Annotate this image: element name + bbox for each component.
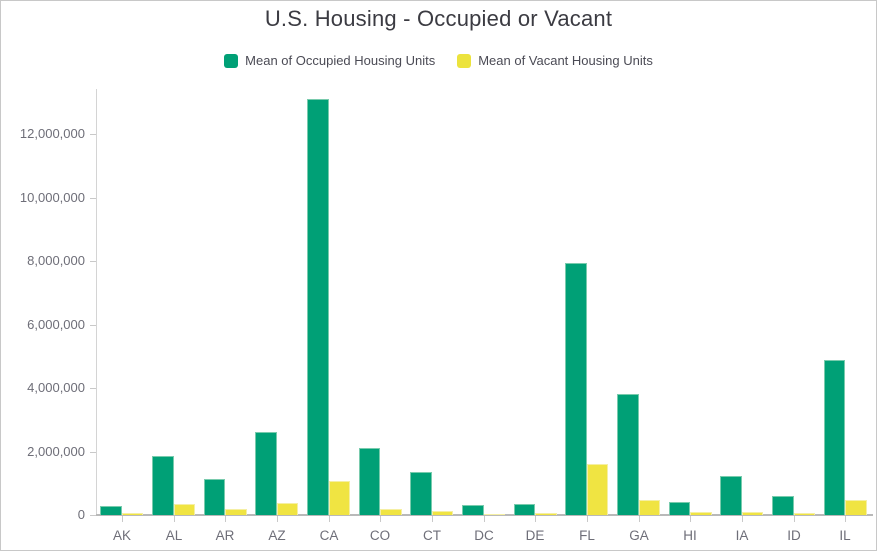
bar-occupied-DC[interactable]: [462, 505, 484, 515]
x-axis-tick: [432, 516, 433, 522]
legend-item-vacant[interactable]: Mean of Vacant Housing Units: [457, 53, 653, 68]
bar-vacant-AR[interactable]: [225, 509, 247, 515]
y-axis-tick-label: 12,000,000: [19, 126, 85, 141]
x-axis-tick: [329, 516, 330, 522]
x-axis-tick: [225, 516, 226, 522]
bar-vacant-CO[interactable]: [380, 509, 402, 515]
x-axis-label-DE: DE: [525, 528, 545, 543]
y-axis-tick: [90, 388, 96, 389]
x-axis-label-CT: CT: [423, 528, 441, 543]
bar-occupied-CT[interactable]: [410, 472, 432, 515]
bar-occupied-IA[interactable]: [720, 476, 742, 515]
x-axis-tick: [484, 516, 485, 522]
x-axis-label-AK: AK: [112, 528, 131, 543]
x-axis-label-ID: ID: [787, 528, 801, 543]
bar-occupied-AL[interactable]: [152, 456, 174, 515]
x-axis-label-CO: CO: [369, 528, 391, 543]
bar-vacant-CT[interactable]: [431, 511, 454, 515]
x-axis-tick: [277, 516, 278, 522]
y-axis-tick-label: 2,000,000: [27, 444, 85, 459]
legend-item-occupied[interactable]: Mean of Occupied Housing Units: [224, 53, 435, 68]
bar-occupied-IL[interactable]: [823, 360, 846, 515]
bar-vacant-CA[interactable]: [328, 481, 350, 515]
y-axis-tick-label: 8,000,000: [27, 253, 85, 268]
x-axis-label-CA: CA: [319, 528, 339, 543]
x-axis-tick: [122, 516, 123, 522]
x-axis-tick: [690, 516, 691, 522]
x-axis-tick: [742, 516, 743, 522]
page-title: U.S. Housing - Occupied or Vacant: [264, 6, 613, 31]
bar-occupied-FL[interactable]: [565, 263, 587, 515]
x-axis-line: [96, 514, 873, 516]
x-axis-tick: [380, 516, 381, 522]
bar-occupied-CO[interactable]: [358, 448, 381, 515]
bar-vacant-DE[interactable]: [535, 513, 557, 515]
bar-occupied-AK[interactable]: [100, 506, 122, 515]
y-axis-tick-label: 10,000,000: [19, 190, 85, 205]
y-axis-tick-label: 4,000,000: [27, 380, 85, 395]
bar-vacant-IL[interactable]: [845, 500, 867, 515]
chart-legend: Mean of Occupied Housing Units Mean of Va…: [1, 53, 876, 68]
x-axis-tick: [845, 516, 846, 522]
bar-vacant-ID[interactable]: [793, 513, 815, 515]
bar-occupied-DE[interactable]: [513, 504, 536, 515]
x-axis-tick: [535, 516, 536, 522]
x-axis-label-DC: DC: [474, 528, 494, 543]
x-axis-label-GA: GA: [629, 528, 649, 543]
y-axis-tick: [90, 198, 96, 199]
legend-item-label: Mean of Vacant Housing Units: [478, 53, 653, 68]
y-axis-tick: [90, 452, 96, 453]
bar-vacant-AZ[interactable]: [276, 503, 299, 515]
bar-occupied-ID[interactable]: [772, 496, 794, 515]
bar-vacant-AL[interactable]: [173, 504, 195, 515]
legend-item-label: Mean of Occupied Housing Units: [245, 53, 436, 68]
bar-vacant-IA[interactable]: [741, 512, 764, 515]
bar-occupied-CA[interactable]: [307, 99, 329, 515]
bar-vacant-AK[interactable]: [121, 513, 144, 515]
x-axis-label-HI: HI: [683, 528, 697, 543]
y-axis-tick: [90, 261, 96, 262]
bar-occupied-GA[interactable]: [617, 394, 639, 515]
bar-vacant-GA[interactable]: [638, 500, 660, 515]
x-axis-tick: [639, 516, 640, 522]
x-axis-label-IA: IA: [735, 528, 749, 543]
bar-occupied-HI[interactable]: [668, 502, 691, 515]
x-axis-label-AL: AL: [165, 528, 183, 543]
y-axis-tick: [90, 134, 96, 135]
y-axis-tick: [90, 325, 96, 326]
y-axis-tick-label: 6,000,000: [27, 317, 85, 332]
bar-vacant-DC[interactable]: [483, 514, 505, 515]
legend-swatch-icon: [224, 53, 239, 68]
x-axis-tick: [174, 516, 175, 522]
bar-vacant-HI[interactable]: [690, 512, 712, 515]
y-axis-tick-label: 0: [77, 507, 85, 522]
x-axis-label-IL: IL: [839, 528, 851, 543]
bar-vacant-FL[interactable]: [586, 464, 609, 515]
y-axis-tick: [90, 515, 96, 516]
bar-occupied-AZ[interactable]: [255, 432, 277, 515]
bar-occupied-AR[interactable]: [203, 479, 226, 515]
y-axis-line: [96, 89, 97, 516]
x-axis-tick: [794, 516, 795, 522]
legend-swatch-icon: [457, 53, 472, 68]
x-axis-tick: [587, 516, 588, 522]
x-axis-label-FL: FL: [579, 528, 595, 543]
x-axis-label-AZ: AZ: [268, 528, 286, 543]
x-axis-label-AR: AR: [215, 528, 235, 543]
